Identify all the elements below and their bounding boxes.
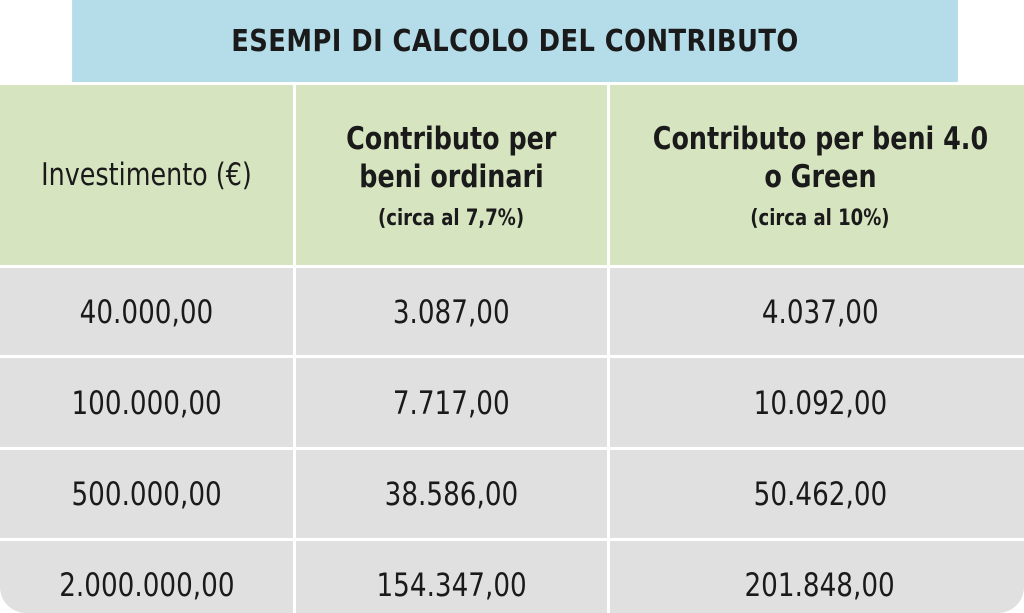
- cell-value: 40.000,00: [79, 292, 214, 331]
- cell-value: 2.000.000,00: [58, 565, 235, 604]
- cell-value: 7.717,00: [393, 383, 510, 422]
- cell-value: 154.347,00: [376, 565, 527, 604]
- header-investimento-label: Investimento (€): [41, 157, 252, 193]
- cell-value: 4.037,00: [761, 292, 879, 331]
- table-title: ESEMPI DI CALCOLO DEL CONTRIBUTO: [72, 0, 958, 82]
- header-beni-green-rate: (circa al 10%): [750, 205, 890, 231]
- header-beni-ordinari-line2: beni ordinari: [359, 158, 544, 195]
- header-beni-green: Contributo per beni 4.0 o Green (circa a…: [610, 85, 1024, 265]
- table-cell-green: 4.037,00: [610, 268, 1024, 355]
- table-cell-green: 10.092,00: [610, 358, 1024, 447]
- table-cell-ordinari: 38.586,00: [296, 450, 607, 538]
- header-beni-ordinari-line1: Contributo per: [346, 120, 557, 157]
- table-cell-investimento: 40.000,00: [0, 268, 293, 355]
- header-beni-ordinari-rate: (circa al 7,7%): [378, 205, 525, 231]
- cell-value: 38.586,00: [384, 475, 519, 513]
- cell-value: 3.087,00: [393, 292, 510, 331]
- table-title-text: ESEMPI DI CALCOLO DEL CONTRIBUTO: [231, 23, 799, 59]
- table-cell-green: 50.462,00: [610, 450, 1024, 538]
- table-cell-investimento: 100.000,00: [0, 358, 293, 447]
- table-cell-investimento: 2.000.000,00: [0, 541, 293, 613]
- cell-value: 10.092,00: [753, 383, 887, 422]
- cell-value: 100.000,00: [71, 383, 222, 422]
- cell-value: 201.848,00: [744, 565, 896, 604]
- table-cell-investimento: 500.000,00: [0, 450, 293, 538]
- header-beni-green-line2: o Green: [763, 158, 877, 195]
- cell-value: 50.462,00: [753, 475, 887, 513]
- header-beni-green-line1: Contributo per beni 4.0: [652, 120, 988, 157]
- table-cell-ordinari: 3.087,00: [296, 268, 607, 355]
- cell-value: 500.000,00: [71, 475, 222, 513]
- table-cell-green: 201.848,00: [610, 541, 1024, 613]
- header-beni-ordinari: Contributo per beni ordinari (circa al 7…: [296, 85, 607, 265]
- table-cell-ordinari: 154.347,00: [296, 541, 607, 613]
- table-cell-ordinari: 7.717,00: [296, 358, 607, 447]
- header-investimento: Investimento (€): [0, 85, 293, 265]
